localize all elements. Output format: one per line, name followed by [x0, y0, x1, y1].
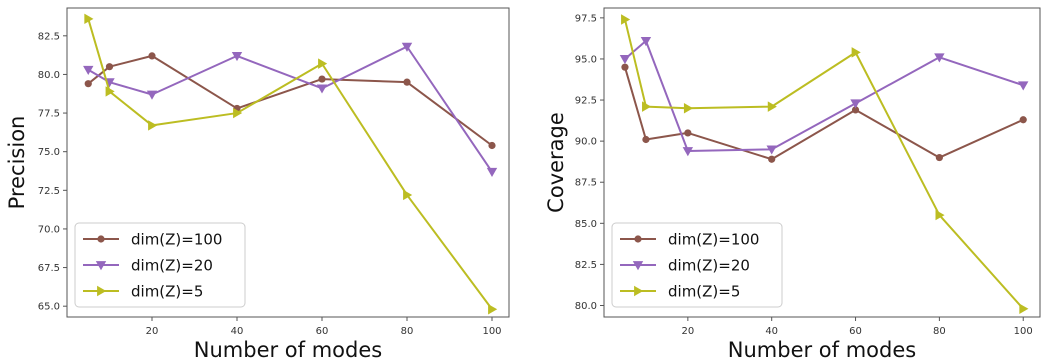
- coverage-y-tick-label: 87.5: [575, 178, 597, 189]
- precision-y-tick-label: 80.0: [38, 70, 60, 81]
- coverage-series-0: [621, 63, 1027, 163]
- precision-x-tick-label: 80: [401, 326, 414, 337]
- coverage-legend-label: dim(Z)=5: [668, 283, 740, 301]
- coverage-x-axis-title: Number of modes: [728, 338, 916, 362]
- precision-data-point: [488, 304, 498, 315]
- precision-y-tick-label: 72.5: [38, 186, 60, 197]
- coverage-y-tick-label: 97.5: [575, 13, 597, 24]
- precision-data-point: [318, 75, 326, 83]
- coverage-data-point: [851, 47, 861, 58]
- precision-y-tick-label: 67.5: [38, 263, 60, 274]
- coverage-data-point: [850, 99, 861, 109]
- precision-data-point: [401, 42, 413, 52]
- coverage-data-point: [640, 36, 652, 47]
- coverage-chart-panel: 80.0 82.5 85.0 87.5 90.0 92.5 95.0 97.5 20 40 60 80…: [544, 7, 1041, 362]
- precision-data-point: [148, 120, 158, 131]
- precision-x-tick-label: 100: [482, 326, 501, 337]
- coverage-y-axis-title: Coverage: [544, 112, 568, 213]
- precision-legend: dim(Z)=100 dim(Z)=20 dim(Z)=5: [74, 222, 246, 308]
- coverage-legend-marker: [634, 235, 642, 243]
- coverage-legend-box: [611, 222, 783, 308]
- precision-series-2: [84, 13, 498, 315]
- coverage-data-point: [619, 55, 631, 65]
- precision-y-tick-label: 70.0: [38, 224, 60, 235]
- precision-data-point: [231, 51, 243, 62]
- coverage-y-tick-label: 80.0: [575, 301, 597, 312]
- precision-data-point: [105, 63, 114, 71]
- coverage-x-tick-label: 60: [849, 326, 862, 337]
- coverage-data-point: [935, 153, 943, 162]
- coverage-plot-frame: [603, 7, 1041, 318]
- precision-legend-label: dim(Z)=100: [131, 231, 222, 249]
- precision-chart-panel: 65.0 67.5 70.0 72.5 75.0 77.5 80.0 82.5 20 40 60 80…: [5, 7, 510, 362]
- coverage-legend-label: dim(Z)=20: [668, 257, 750, 275]
- coverage-x-tick-label: 20: [681, 326, 694, 337]
- coverage-y-tick-label: 90.0: [575, 137, 597, 148]
- coverage-data-point: [683, 103, 694, 114]
- precision-legend-label: dim(Z)=20: [131, 257, 213, 275]
- precision-y-tick-label: 65.0: [38, 302, 60, 313]
- coverage-data-point: [935, 209, 945, 221]
- precision-data-point: [84, 80, 92, 88]
- coverage-y-tick-label: 85.0: [575, 219, 597, 230]
- coverage-y-tick-label: 95.0: [575, 54, 597, 65]
- precision-data-point: [233, 107, 243, 119]
- coverage-data-point: [684, 129, 692, 137]
- precision-legend-marker: [97, 235, 105, 243]
- coverage-data-point: [642, 101, 652, 112]
- precision-data-point: [488, 141, 496, 150]
- coverage-data-point: [851, 106, 860, 114]
- coverage-data-point: [766, 145, 777, 155]
- coverage-legend-label: dim(Z)=100: [668, 231, 759, 249]
- precision-legend-marker: [95, 261, 107, 271]
- coverage-data-point: [1018, 81, 1029, 91]
- precision-series-1: [83, 42, 498, 177]
- coverage-data-point: [1019, 303, 1029, 314]
- precision-x-tick-label: 20: [146, 326, 159, 337]
- coverage-data-point: [621, 63, 629, 71]
- precision-data-point: [318, 58, 328, 69]
- precision-series-line: [87, 54, 493, 147]
- precision-y-tick-label: 75.0: [38, 147, 60, 158]
- precision-data-point: [403, 78, 411, 86]
- coverage-series-1: [619, 36, 1029, 157]
- precision-data-point: [146, 90, 158, 100]
- coverage-y-tick-label: 92.5: [575, 96, 597, 107]
- precision-legend-marker: [97, 285, 107, 297]
- coverage-data-point: [621, 14, 631, 25]
- precision-data-point: [403, 189, 413, 201]
- coverage-x-tick-label: 80: [933, 326, 946, 337]
- coverage-data-point: [682, 147, 694, 157]
- precision-plot-frame: [66, 7, 510, 318]
- coverage-data-point: [767, 101, 777, 112]
- precision-legend-label: dim(Z)=5: [131, 283, 203, 301]
- coverage-legend-marker: [632, 261, 644, 271]
- coverage-series-2: [621, 14, 1029, 314]
- coverage-x-tick-label: 40: [765, 326, 778, 337]
- coverage-data-point: [1019, 116, 1027, 124]
- coverage-x-tick-label: 100: [1014, 326, 1033, 337]
- precision-data-point: [105, 86, 115, 97]
- precision-y-tick-label: 77.5: [38, 109, 60, 120]
- coverage-y-tick-label: 82.5: [575, 260, 597, 271]
- precision-data-point: [486, 167, 498, 177]
- precision-x-tick-label: 40: [231, 326, 244, 337]
- coverage-legend-marker: [634, 285, 644, 297]
- precision-legend-box: [74, 222, 246, 308]
- precision-y-tick-label: 82.5: [38, 31, 60, 42]
- coverage-data-point: [642, 135, 650, 144]
- precision-series-line: [87, 45, 493, 173]
- precision-x-tick-label: 60: [316, 326, 329, 337]
- precision-data-point: [148, 52, 156, 60]
- precision-x-axis-title: Number of modes: [194, 338, 382, 362]
- coverage-data-point: [768, 155, 776, 163]
- precision-y-axis-title: Precision: [5, 116, 29, 210]
- precision-data-point: [84, 13, 94, 25]
- coverage-legend: dim(Z)=100 dim(Z)=20 dim(Z)=5: [611, 222, 783, 308]
- precision-data-point: [316, 84, 328, 94]
- precision-data-point: [83, 65, 94, 75]
- precision-series-0: [84, 52, 496, 150]
- coverage-data-point: [934, 53, 945, 63]
